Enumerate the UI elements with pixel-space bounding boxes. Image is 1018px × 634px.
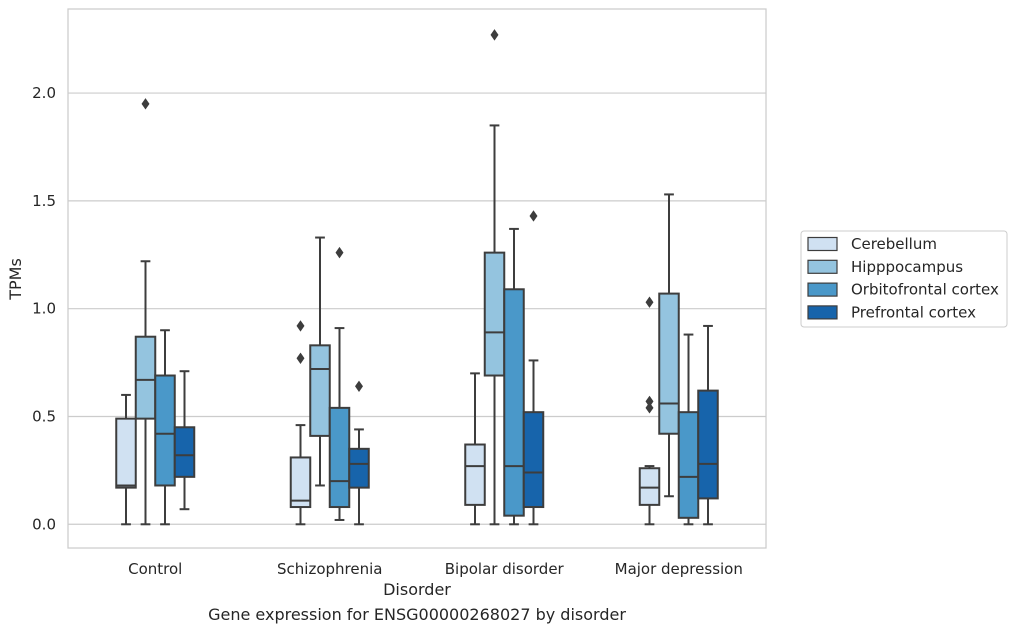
box-1-0 [289,320,312,526]
box-2-0 [464,372,486,526]
outlier-marker [141,98,150,110]
box-3-0 [638,296,661,526]
iqr-box [115,417,137,489]
outlier-marker [335,246,344,259]
legend-label: Cerebellum [851,235,937,253]
outlier-marker [296,352,305,364]
y-tick-label: 1.5 [32,192,56,210]
y-tick-label: 1.0 [32,300,56,318]
box-0-3 [173,370,196,511]
x-tick-label: Bipolar disorder [445,560,565,578]
y-tick-label: 0.0 [32,515,56,533]
iqr-box [309,344,331,437]
box-2-2 [503,227,525,526]
iqr-box [697,389,719,500]
x-axis-label: Disorder [383,580,451,599]
iqr-box [658,292,680,435]
iqr-box [348,447,370,489]
iqr-box [154,374,176,487]
legend-label: Prefrontal cortex [851,303,976,321]
iqr-box [464,443,486,506]
iqr-box [173,426,196,478]
y-tick-label: 0.5 [32,407,56,425]
iqr-box [522,411,545,509]
figure-caption: Gene expression for ENSG00000268027 by d… [208,605,626,624]
y-tick-labels: 0.0 0.5 1.0 1.5 2.0 [32,84,56,533]
outlier-marker [645,402,654,414]
iqr-box [503,288,525,517]
x-tick-label: Major depression [615,560,743,578]
legend-label: Orbitofrontal cortex [851,281,999,299]
legend-frame [800,230,1008,328]
box-3-3 [697,324,719,526]
legend-swatch [807,236,838,252]
box-2-3 [522,210,545,526]
box-3-1 [658,193,680,498]
iqr-box [677,411,700,519]
x-tick-label: Schizophrenia [277,560,382,578]
box-groups [115,29,719,526]
iqr-box [328,406,351,509]
y-tick-label: 2.0 [32,84,56,102]
outlier-marker [355,380,363,392]
outlier-marker [645,296,654,308]
outlier-marker [645,395,654,408]
box-1-1 [309,236,331,487]
outlier-marker [490,29,499,41]
box-3-2 [677,333,700,526]
legend-swatch [807,305,838,320]
x-tick-label: Control [128,560,182,578]
legend-label: Hipppocampus [851,258,963,276]
outlier-marker [296,320,305,332]
box-0-2 [154,329,176,526]
iqr-box [289,456,312,509]
box-0-0 [115,393,137,526]
box-1-3 [348,380,370,526]
box-2-1 [483,29,506,526]
legend: Cerebellum Hipppocampus Orbitofrontal cort… [800,230,1008,328]
iqr-box [638,467,661,506]
iqr-box [134,335,157,420]
iqr-box [483,251,506,377]
legend-swatch [807,282,838,297]
legend-swatch [807,259,838,274]
y-axis-label: TPMs [6,258,25,301]
x-tick-labels: Control Schizophrenia Bipolar disorder Majo… [128,560,743,578]
outlier-marker [529,210,538,222]
plot-frame [67,8,767,549]
